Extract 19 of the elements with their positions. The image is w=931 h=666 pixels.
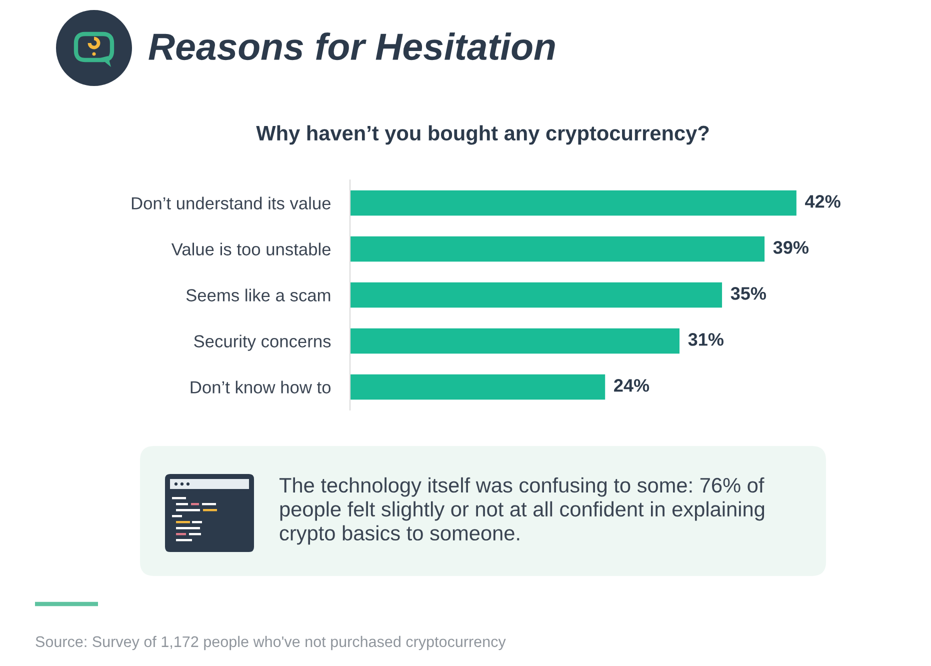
bar <box>350 374 606 400</box>
data-label: 31% <box>688 333 724 346</box>
y-tick-label: Security concerns <box>194 334 331 351</box>
source-note: Source: Survey of 1,172 people who've not purchased cryptocurrency <box>36 636 506 650</box>
chart-subtitle: Why haven’t you bought any cryptocurrency? <box>256 125 709 145</box>
chart-title: Reasons for Hesitation <box>148 32 555 60</box>
y-tick-label: Seems like a scam <box>186 288 330 302</box>
y-tick-label: Don’t know how to <box>190 380 331 394</box>
y-tick-label: Don’t understand its value <box>132 196 330 210</box>
data-label: 39% <box>773 241 809 254</box>
data-label: 42% <box>805 195 840 208</box>
y-tick-label: Value is too unstable <box>171 242 330 256</box>
text: The technology itself was confusing to some: 76% of people felt slightly or not at all confident in explaining crypto basics to someone. <box>279 477 764 545</box>
bar <box>350 282 722 308</box>
data-label: 24% <box>614 379 650 392</box>
bar <box>350 190 796 216</box>
data-label: 35% <box>730 287 766 300</box>
bar <box>350 328 680 354</box>
bar <box>350 236 765 262</box>
